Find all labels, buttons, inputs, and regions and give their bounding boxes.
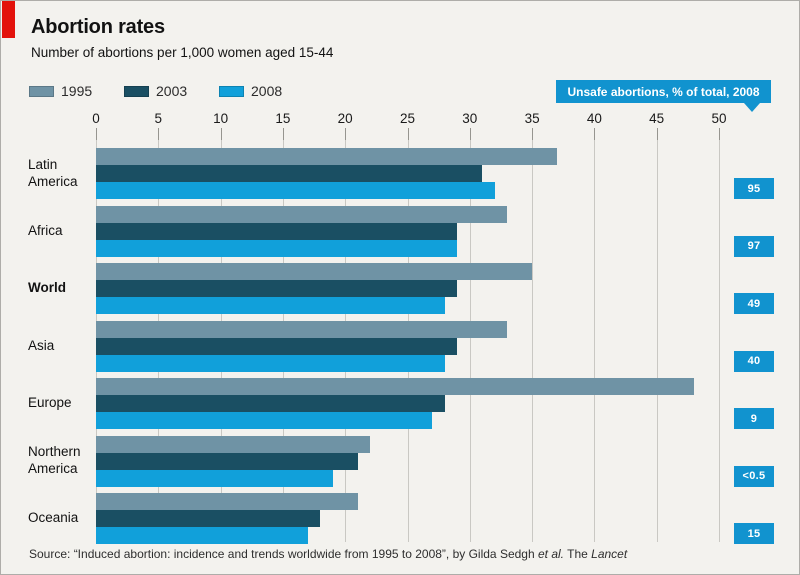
bar-1995 bbox=[96, 493, 358, 510]
bar-2008 bbox=[96, 527, 308, 544]
bar-1995 bbox=[96, 320, 508, 338]
bar-1995 bbox=[96, 205, 508, 223]
bar-2003 bbox=[96, 222, 458, 240]
x-tick-mark bbox=[158, 128, 160, 140]
x-tick-mark bbox=[656, 128, 658, 140]
x-tick-mark bbox=[469, 128, 471, 140]
x-tick-mark bbox=[407, 128, 409, 140]
bar-2003 bbox=[96, 280, 458, 297]
chart-subtitle: Number of abortions per 1,000 women aged… bbox=[31, 45, 334, 60]
callout-label: Unsafe abortions, % of total, 2008 bbox=[567, 84, 760, 99]
row-label-world: World bbox=[28, 280, 66, 296]
unsafe-percent-badge: 40 bbox=[734, 350, 774, 372]
bar-2003 bbox=[96, 337, 458, 355]
legend-label: 2003 bbox=[156, 83, 188, 99]
gridline bbox=[594, 140, 596, 542]
x-tick-label: 25 bbox=[399, 111, 416, 126]
source-etal: et al. bbox=[537, 547, 564, 561]
x-tick-label: 20 bbox=[337, 111, 353, 126]
bar-2008 bbox=[96, 297, 445, 314]
bar-1995 bbox=[96, 263, 533, 280]
x-tick-mark bbox=[594, 128, 596, 140]
bar-2008 bbox=[96, 469, 333, 487]
x-tick-mark bbox=[719, 128, 720, 140]
row-label-asia: Asia bbox=[28, 337, 55, 353]
brand-accent-bar bbox=[2, 1, 15, 38]
bar-2008 bbox=[96, 354, 445, 372]
bar-2008 bbox=[96, 182, 495, 199]
row-label-latin-america: Latin America bbox=[28, 156, 78, 189]
callout-unsafe-abortions: Unsafe abortions, % of total, 2008 bbox=[556, 80, 771, 112]
x-tick-label: 40 bbox=[586, 111, 602, 126]
x-tick-label: 50 bbox=[711, 111, 727, 126]
row-label-europe: Europe bbox=[28, 395, 72, 411]
x-tick-label: 45 bbox=[649, 111, 665, 126]
x-tick-label: 10 bbox=[213, 111, 229, 126]
x-tick-mark bbox=[345, 128, 347, 140]
gridline bbox=[532, 140, 534, 542]
x-tick-label: 35 bbox=[524, 111, 540, 126]
bar-1995 bbox=[96, 148, 558, 165]
legend-swatch-2008 bbox=[219, 85, 244, 97]
x-tick-mark bbox=[532, 128, 534, 140]
unsafe-percent-badge: 49 bbox=[734, 293, 774, 314]
x-tick-label: 30 bbox=[462, 111, 478, 126]
x-tick-mark bbox=[96, 128, 97, 140]
legend-item-1995: 1995 bbox=[29, 83, 92, 99]
x-tick-label: 15 bbox=[275, 111, 291, 126]
x-tick-label: 5 bbox=[154, 111, 163, 126]
row-label-northern-america: Northern America bbox=[28, 444, 81, 476]
source-text: Source: “Induced abortion: incidence and… bbox=[29, 547, 538, 561]
legend-swatch-1995 bbox=[29, 85, 54, 97]
source-journal: Lancet bbox=[591, 547, 628, 561]
bar-2003 bbox=[96, 452, 358, 470]
bar-2003 bbox=[96, 395, 445, 412]
callout-tail-icon bbox=[744, 103, 760, 112]
bar-1995 bbox=[96, 378, 695, 395]
row-label-africa: Africa bbox=[28, 222, 63, 238]
source-note: Source: “Induced abortion: incidence and… bbox=[29, 547, 627, 561]
legend-label: 2008 bbox=[251, 83, 283, 99]
unsafe-percent-badge: 97 bbox=[734, 235, 774, 257]
gridline bbox=[656, 140, 658, 542]
source-mid: The bbox=[564, 547, 592, 561]
bar-1995 bbox=[96, 435, 371, 453]
x-tick-label: 0 bbox=[92, 111, 100, 126]
x-tick-mark bbox=[220, 128, 222, 140]
row-label-oceania: Oceania bbox=[28, 510, 79, 526]
x-tick-mark bbox=[282, 128, 284, 140]
legend-item-2003: 2003 bbox=[124, 83, 187, 99]
unsafe-percent-badge: 9 bbox=[734, 408, 774, 429]
unsafe-percent-badge: <0.5 bbox=[734, 465, 774, 487]
unsafe-percent-badge: 15 bbox=[734, 523, 774, 544]
bar-2003 bbox=[96, 510, 321, 527]
bar-2003 bbox=[96, 165, 483, 182]
legend-label: 1995 bbox=[61, 83, 93, 99]
legend-item-2008: 2008 bbox=[219, 83, 282, 99]
bar-2008 bbox=[96, 239, 458, 257]
chart-title: Abortion rates bbox=[31, 16, 165, 38]
gridline bbox=[469, 140, 471, 542]
bar-2008 bbox=[96, 412, 433, 429]
plot-area: Latin America 95 Africa 97 World 49 Asia 40 Euro… bbox=[1, 140, 799, 544]
gridline bbox=[719, 140, 720, 542]
unsafe-percent-badge: 95 bbox=[734, 178, 774, 199]
legend-swatch-2003 bbox=[124, 85, 149, 97]
